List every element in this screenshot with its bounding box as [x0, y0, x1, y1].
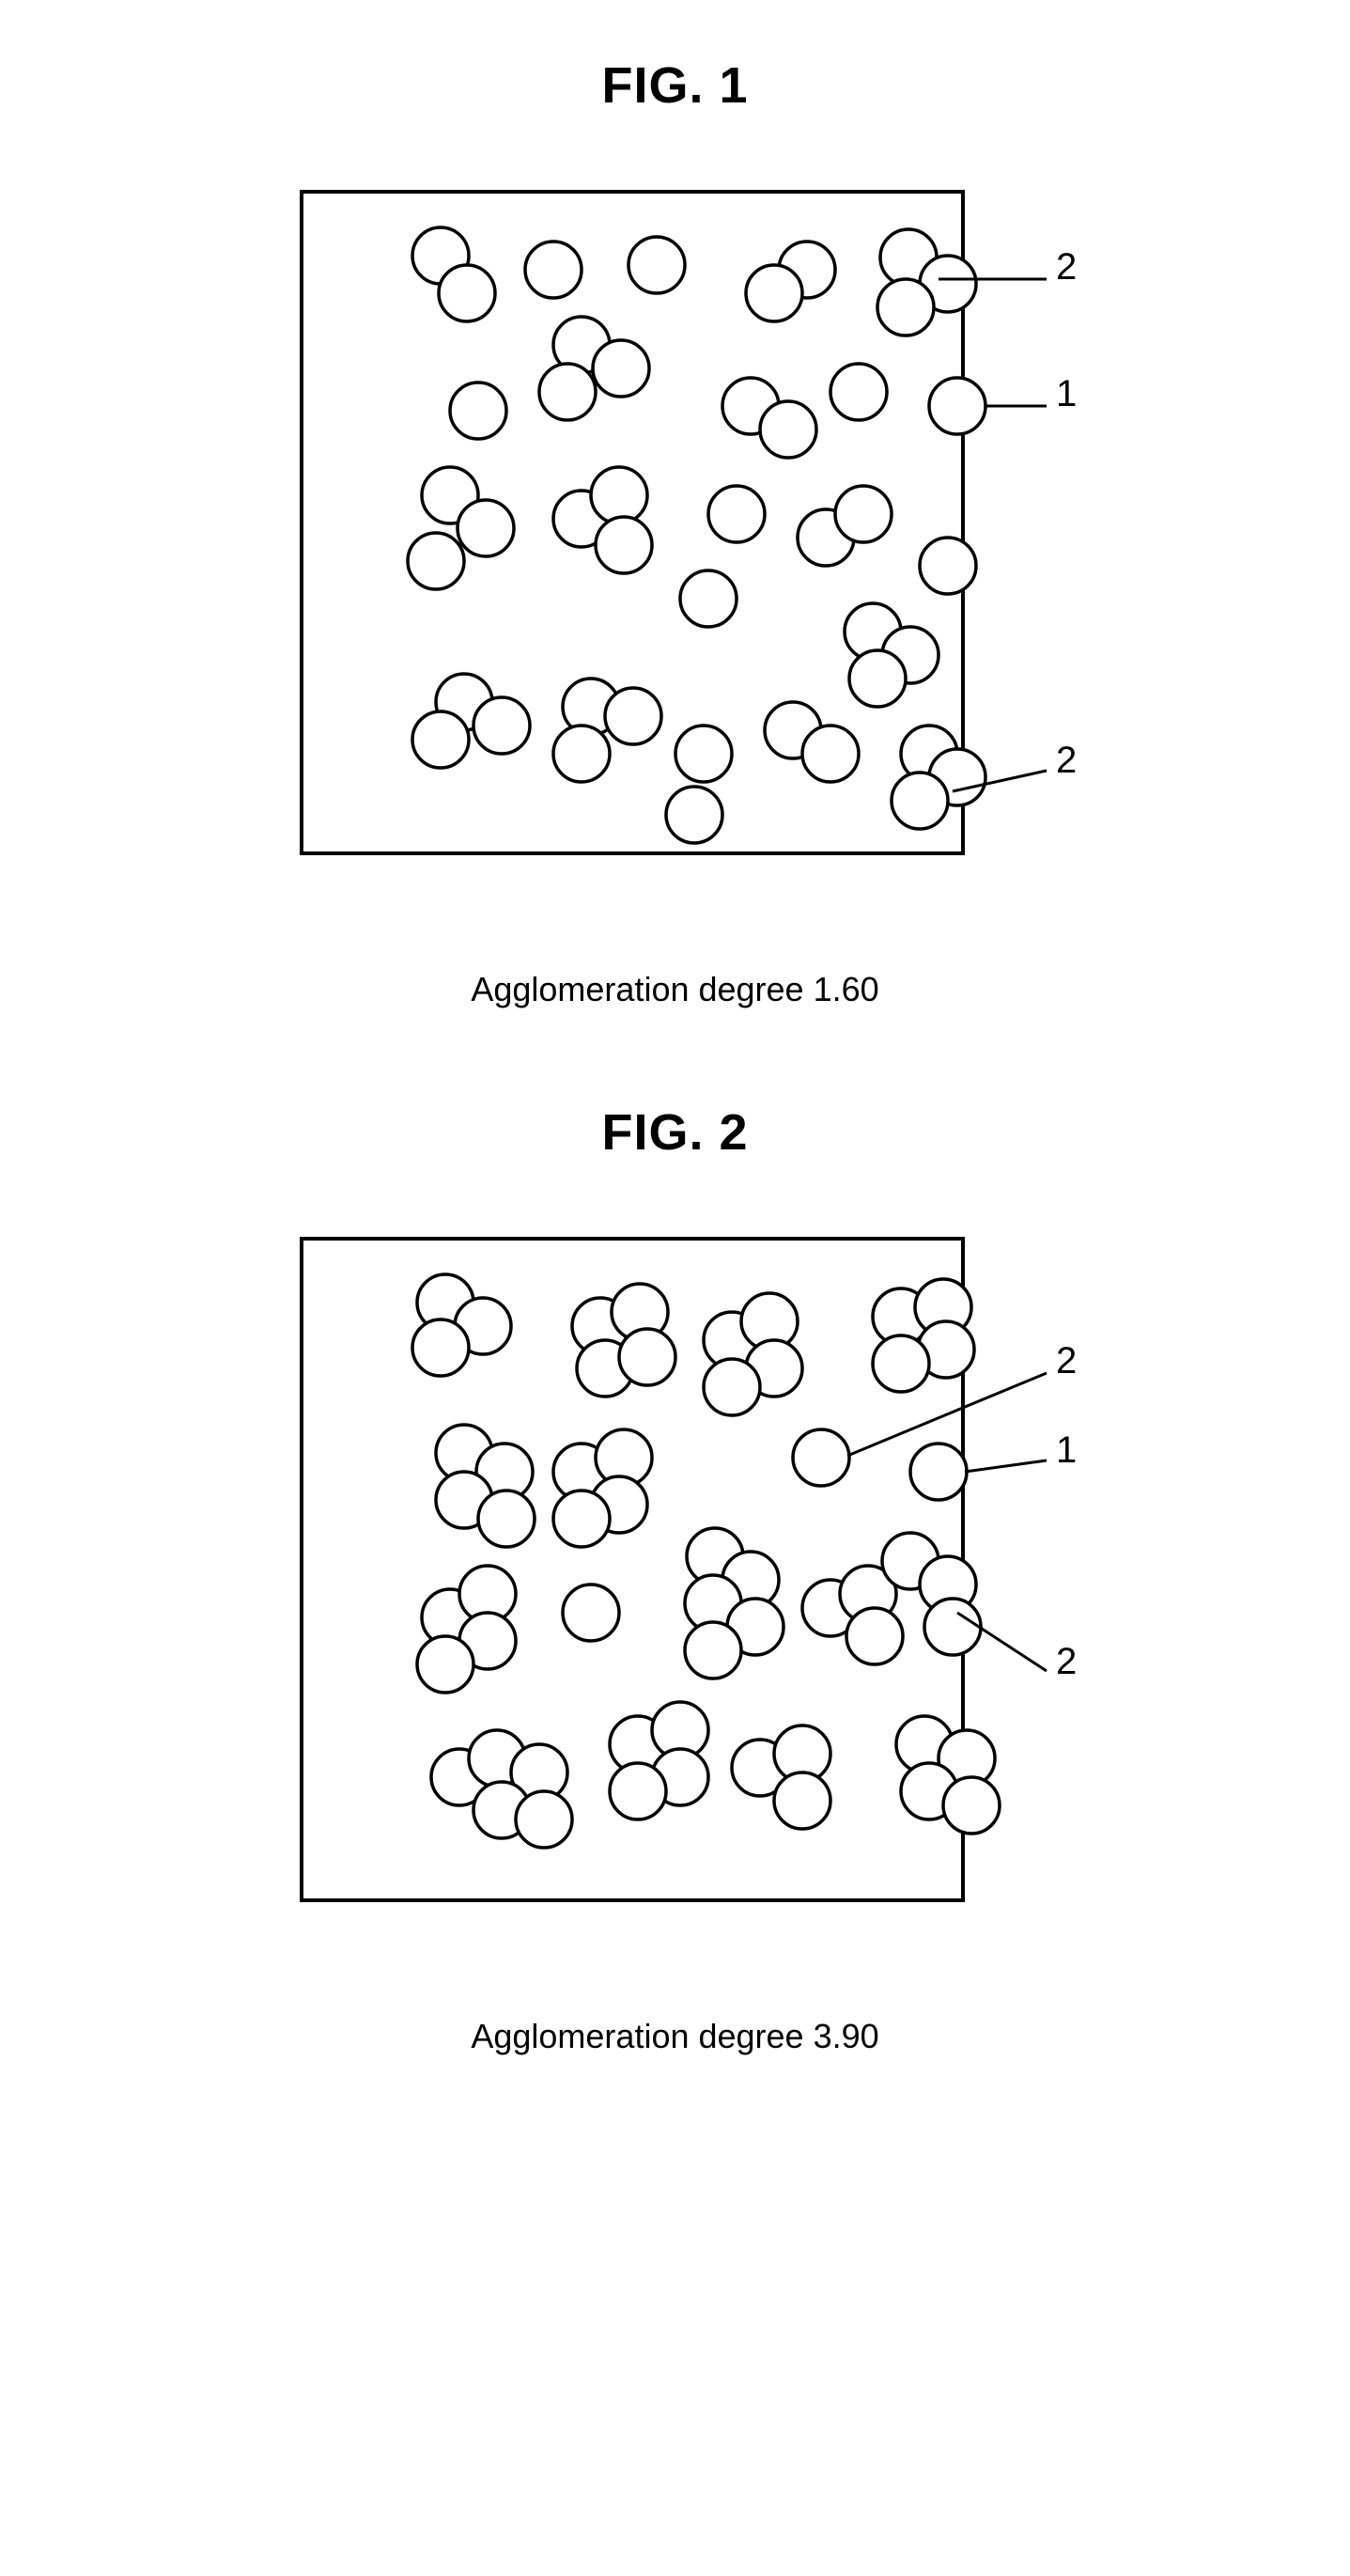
- figure-1: FIG. 1 2 1 2 Agglomeration degree 1.60: [206, 56, 1145, 1009]
- particle-circle: [929, 378, 985, 434]
- particle-circle: [680, 570, 737, 627]
- particle-circle: [408, 533, 464, 589]
- particle-circle: [458, 500, 514, 556]
- particle-circle: [593, 340, 649, 397]
- figure-2-svg: 2 1 2: [206, 1237, 1145, 2007]
- particle-circle: [439, 265, 495, 321]
- particle-circle: [910, 1444, 967, 1500]
- leader-label: 2: [1056, 740, 1077, 781]
- particle-circle: [412, 1319, 469, 1376]
- leader-label: 2: [1056, 246, 1077, 288]
- leader-label: 2: [1056, 1340, 1077, 1382]
- particle-circle: [760, 401, 816, 458]
- particle-circle: [793, 1429, 849, 1486]
- leader-label: 1: [1056, 373, 1077, 414]
- particle-circle: [675, 726, 732, 782]
- particle-circle: [920, 538, 976, 594]
- particle-circle: [596, 517, 652, 573]
- figure-2-diagram: 2 1 2: [206, 1237, 1145, 2007]
- particle-circle: [802, 726, 859, 782]
- particle-circle: [525, 242, 582, 298]
- particle-circle: [473, 697, 530, 754]
- particle-circle: [846, 1608, 903, 1664]
- particle-circle: [619, 1329, 675, 1385]
- figure-2-title: FIG. 2: [601, 1103, 748, 1162]
- figure-1-svg: 2 1 2: [206, 190, 1145, 960]
- particle-circle: [516, 1791, 572, 1848]
- particle-circle: [450, 382, 506, 439]
- leader-label: 1: [1056, 1429, 1077, 1471]
- particle-circle: [478, 1491, 535, 1547]
- particle-circle: [943, 1777, 1000, 1834]
- particle-circle: [924, 1599, 981, 1655]
- particle-circle: [591, 467, 647, 523]
- leader-label: 2: [1056, 1641, 1077, 1682]
- particle-circle: [685, 1622, 741, 1678]
- particle-circle: [628, 237, 685, 293]
- figure-1-diagram: 2 1 2: [206, 190, 1145, 960]
- figure-2-caption: Agglomeration degree 3.90: [206, 2017, 1145, 2056]
- particle-circle: [605, 688, 661, 744]
- particle-circle: [873, 1335, 929, 1392]
- figure-1-title: FIG. 1: [601, 56, 748, 115]
- figure-1-caption: Agglomeration degree 1.60: [206, 970, 1145, 1009]
- particle-circle: [666, 787, 722, 843]
- figure-2: FIG. 2 2 1 2 Agglomeration degree 3.90: [206, 1103, 1145, 2056]
- particle-circle: [746, 265, 802, 321]
- particle-circle: [774, 1772, 830, 1829]
- particle-circle: [892, 773, 948, 829]
- particle-circle: [704, 1359, 760, 1415]
- particle-circle: [553, 726, 610, 782]
- particle-circle: [708, 486, 765, 542]
- particle-circle: [553, 1491, 610, 1547]
- particle-circle: [563, 1585, 619, 1641]
- particle-circle: [830, 364, 887, 420]
- particle-circle: [417, 1636, 473, 1693]
- particle-circle: [610, 1763, 666, 1819]
- particle-circle: [539, 364, 596, 420]
- particle-circle: [877, 279, 934, 336]
- particle-circle: [835, 486, 892, 542]
- leader-line: [965, 1460, 1047, 1472]
- particle-circle: [412, 711, 469, 768]
- particle-circle: [849, 650, 906, 707]
